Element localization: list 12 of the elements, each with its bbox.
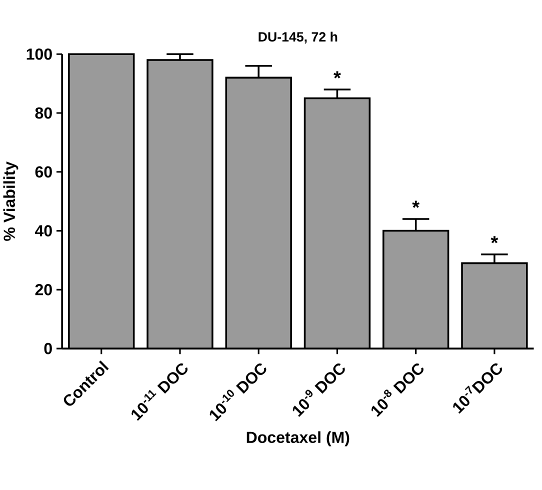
y-tick-label: 80 (35, 107, 52, 119)
y-tick-label: 100 (26, 48, 52, 60)
annotation: * (334, 71, 341, 78)
y-tick-label: 0 (44, 343, 52, 354)
annotation: * (490, 236, 498, 244)
y-tick-label: 20 (35, 284, 52, 296)
y-tick-label: 60 (35, 166, 52, 178)
annotation: * (412, 200, 420, 208)
x-axis-title: Docetaxel (M) (246, 431, 350, 446)
y-tick-label: 40 (34, 225, 52, 237)
chart-title: DU-145, 72 h (258, 32, 338, 44)
y-axis-title: % Viability (3, 162, 18, 241)
